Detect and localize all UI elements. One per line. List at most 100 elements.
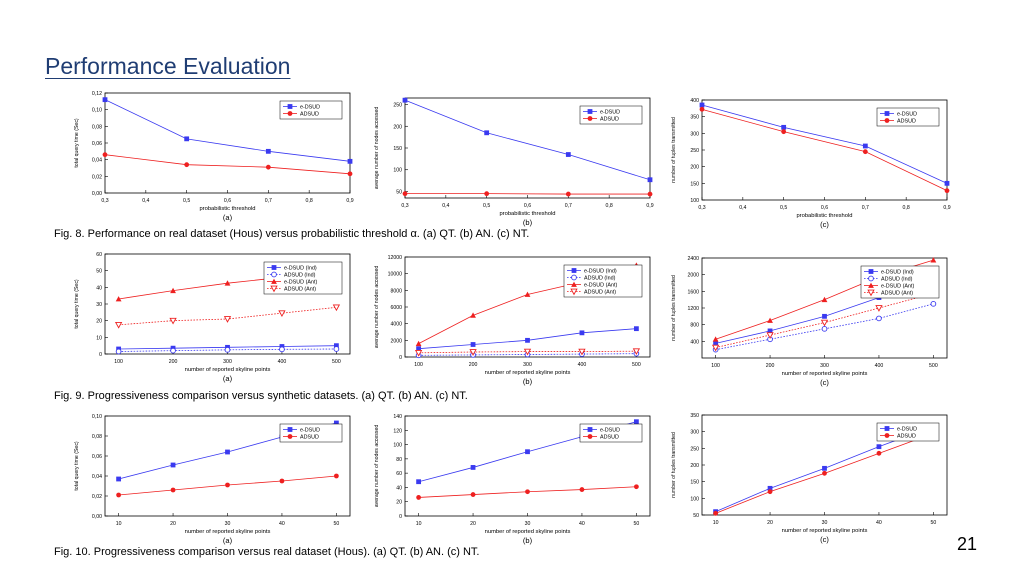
y-tick-label: 0,02 — [92, 494, 102, 500]
x-tick-label: 0,4 — [142, 198, 149, 204]
y-tick-label: 150 — [690, 480, 699, 486]
x-axis-label: number of reported skyline points — [485, 370, 571, 376]
data-point — [633, 419, 639, 425]
data-point — [224, 346, 231, 353]
legend-label: e-DSUD (Ind) — [881, 270, 914, 276]
chart-fig10c: 10 20 30 40 50 50 100 150 200 250 300 350 number of … — [671, 413, 948, 544]
y-tick-label: 0,10 — [92, 414, 102, 420]
legend-swatch-marker — [571, 281, 577, 287]
y-tick-label: 2000 — [390, 338, 402, 344]
subfigure-label: (b) — [523, 536, 533, 545]
x-tick-label: 400 — [875, 363, 884, 369]
data-point — [265, 148, 271, 154]
data-point — [333, 343, 339, 349]
y-tick-label: 0,06 — [92, 454, 102, 460]
y-tick-label: 60 — [396, 471, 402, 477]
y-tick-label: 30 — [96, 302, 102, 308]
x-tick-label: 50 — [930, 520, 936, 526]
data-point — [116, 492, 122, 498]
y-tick-label: 1200 — [687, 306, 699, 312]
x-tick-label: 0,5 — [483, 203, 490, 209]
legend: e-DSUD (Ind)ADSUD (Ind)e-DSUD (Ant)ADSUD… — [860, 265, 940, 299]
legend-box — [279, 423, 343, 443]
data-point — [484, 191, 490, 197]
x-tick-label: 200 — [169, 359, 178, 365]
y-axis-label: total query time (Sec) — [74, 118, 80, 168]
y-tick-label: 50 — [693, 513, 699, 519]
x-tick-label: 0,9 — [943, 205, 950, 211]
x-tick-label: 300 — [523, 362, 532, 368]
data-point — [579, 330, 585, 336]
x-tick-label: 100 — [114, 359, 123, 365]
legend-swatch-marker — [571, 274, 577, 281]
legend-swatch-marker — [587, 427, 593, 432]
data-point — [713, 341, 719, 346]
x-tick-label: 10 — [116, 521, 122, 527]
x-axis-label: number of reported skyline points — [782, 371, 868, 377]
legend-label: ADSUD (Ind) — [881, 277, 913, 283]
series-line — [104, 154, 351, 175]
legend-swatch-marker — [867, 289, 875, 297]
data-point — [402, 97, 408, 103]
data-point — [699, 106, 705, 112]
y-tick-label: 0,12 — [92, 91, 102, 97]
data-point — [930, 300, 937, 307]
data-point — [862, 143, 868, 149]
data-point — [525, 449, 530, 455]
legend-label: ADSUD — [300, 435, 319, 441]
page-number: 21 — [957, 534, 978, 554]
data-point — [470, 492, 476, 497]
series-adsud-ant- — [114, 304, 341, 329]
data-point — [862, 149, 868, 155]
data-point — [712, 336, 719, 342]
series-line — [715, 303, 934, 351]
y-tick-label: 400 — [690, 98, 699, 104]
series-adsud-ant- — [414, 348, 641, 357]
data-point — [265, 164, 271, 170]
data-point — [184, 162, 190, 168]
x-tick-label: 200 — [766, 363, 775, 369]
y-tick-label: 0 — [399, 514, 402, 520]
data-point — [767, 328, 773, 334]
chart-fig10a: 10 20 30 40 50 0,00 0,02 0,04 0,06 0,08 0,10 number… — [74, 414, 351, 545]
subfigure-label: (a) — [223, 213, 233, 222]
y-tick-label: 0,08 — [92, 434, 102, 440]
x-tick-label: 500 — [332, 359, 341, 365]
y-tick-label: 10 — [96, 335, 102, 341]
y-tick-label: 120 — [393, 428, 402, 434]
data-point — [402, 191, 408, 197]
legend-label: ADSUD (Ant) — [881, 291, 913, 297]
x-axis-label: number of reported skyline points — [185, 529, 271, 535]
x-tick-label: 300 — [223, 359, 232, 365]
data-point — [822, 313, 827, 319]
data-point — [579, 487, 585, 492]
y-axis-label: average number of nodes accessed — [374, 425, 380, 508]
y-tick-label: 20 — [96, 319, 102, 325]
x-tick-label: 0,6 — [524, 203, 531, 209]
data-point — [347, 158, 353, 164]
x-axis-label: number of reported skyline points — [485, 529, 571, 535]
y-tick-label: 2400 — [687, 256, 699, 262]
data-point — [767, 485, 773, 491]
subfigure-label: (c) — [820, 378, 829, 387]
legend-swatch-marker — [271, 278, 277, 284]
chart-fig10b: 10 20 30 40 50 0 20 40 60 80 100 120 140 number of re… — [374, 414, 651, 545]
data-point — [279, 478, 285, 484]
series-adsud-ind- — [115, 346, 340, 355]
y-tick-label: 0,02 — [92, 174, 102, 180]
y-tick-label: 140 — [393, 414, 402, 420]
y-tick-label: 150 — [690, 181, 699, 187]
x-tick-label: 10 — [713, 520, 719, 526]
x-tick-label: 200 — [469, 362, 478, 368]
x-tick-label: 20 — [170, 521, 176, 527]
x-tick-label: 10 — [416, 521, 422, 527]
x-tick-label: 40 — [579, 521, 585, 527]
legend-label: e-DSUD — [600, 110, 620, 116]
legend-label: ADSUD — [897, 434, 916, 440]
data-point — [332, 304, 341, 312]
y-axis-label: average number of nodes accessed — [374, 266, 380, 349]
legend-label: ADSUD (Ind) — [584, 276, 616, 282]
data-point — [713, 510, 719, 516]
legend-box — [279, 100, 343, 120]
